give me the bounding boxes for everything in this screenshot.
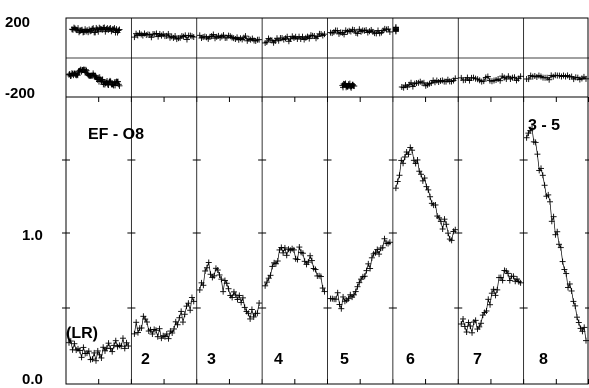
corner-annotation: 3 - 5 [528,117,560,134]
phase-panel [65,17,589,98]
phase-point-line [526,74,587,81]
amplitude-point-line [134,296,195,340]
amplitude-point-line [264,246,325,292]
phase-frame [65,17,589,98]
phase-point-line [199,33,260,42]
phase-point-line [264,33,325,44]
amplitude-ytick-mid: 1.0 [22,227,43,244]
phase-point-line [330,28,391,36]
amplitude-point-line [68,338,129,361]
amplitude-point-line [526,127,587,341]
amplitude-frame [65,96,589,385]
phase-point-line [68,68,120,87]
phase-point-line [71,27,120,34]
panel-title: EF - O8 [88,126,144,143]
phase-point-line [401,78,456,89]
segment-label-8: 8 [539,351,548,368]
amplitude-point-line [460,270,521,333]
segment-label-6: 6 [406,351,415,368]
amplitude-point-line [199,262,260,320]
segment-label-2: 2 [141,351,150,368]
phase-point-line [461,75,521,82]
phase-ytick-bottom: -200 [5,85,35,102]
segment-label-4: 4 [274,351,283,368]
amplitude-point-line [395,146,456,241]
segment-label-lr: (LR) [66,325,98,342]
amplitude-point-line [330,237,391,310]
segment-label-5: 5 [340,351,349,368]
phase-ytick-top: 200 [5,14,30,31]
phase-point-line [134,32,194,41]
phase-point-line [342,82,355,89]
amplitude-ytick-bottom: 0.0 [22,371,43,388]
amplitude-panel [62,96,589,385]
segment-label-3: 3 [207,351,216,368]
segment-label-7: 7 [473,351,482,368]
